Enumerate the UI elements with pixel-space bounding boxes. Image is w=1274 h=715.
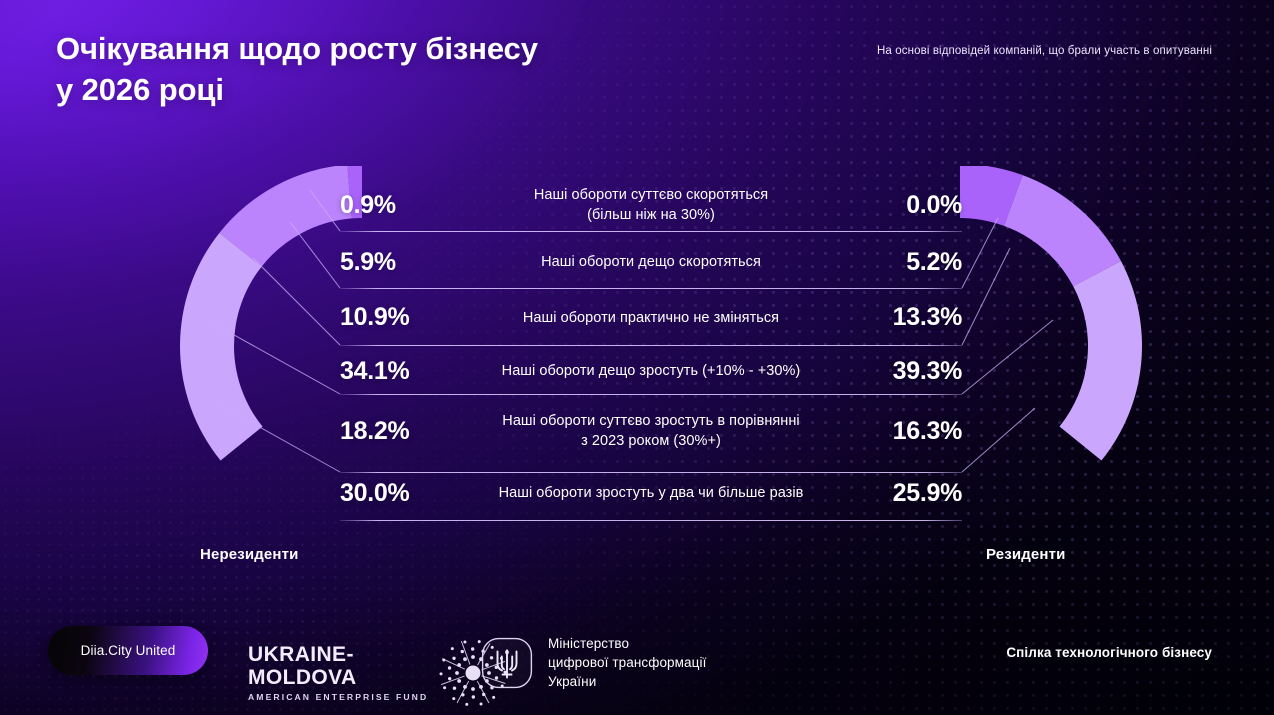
starburst-icon bbox=[439, 640, 507, 706]
ukraine-moldova-fund-text: UKRAINE- MOLDOVA AMERICAN ENTERPRISE FUN… bbox=[248, 644, 428, 702]
table-row: 5.9% Наші обороти дещо скоротяться 5.2% bbox=[340, 238, 962, 286]
value-nonresidents: 18.2% bbox=[340, 416, 410, 445]
ministry-text: Міністерство цифрової трансформації Укра… bbox=[548, 634, 706, 691]
row-divider bbox=[340, 231, 962, 232]
value-nonresidents: 34.1% bbox=[340, 356, 410, 385]
tech-business-union-label: Спілка технологічного бізнесу bbox=[1006, 645, 1212, 660]
row-label: Наші обороти дещо зростуть (+10% - +30%) bbox=[501, 363, 801, 379]
ministry-trident-icon bbox=[481, 637, 533, 688]
table-row: 18.2% Наші обороти суттєво зростуть в пор… bbox=[340, 400, 962, 462]
comparison-table: 0.9% Наші обороти суттєво скоротяться (біл… bbox=[340, 178, 962, 521]
ministry-line3: України bbox=[548, 674, 597, 690]
row-divider bbox=[340, 345, 962, 346]
donut-segment bbox=[1059, 261, 1142, 461]
page-title: Очікування щодо росту бізнесу у 2026 роц… bbox=[56, 28, 538, 110]
value-residents: 5.2% bbox=[906, 247, 962, 276]
donut-chart-residents bbox=[960, 166, 1142, 461]
donut-caption-residents: Резиденти bbox=[986, 546, 1066, 563]
donut-chart-nonresidents bbox=[179, 166, 362, 461]
page-title-line1: Очікування щодо росту бізнесу bbox=[56, 31, 538, 66]
diia-city-united-badge[interactable]: Diia.City United bbox=[48, 626, 208, 675]
table-row: 30.0% Наші обороти зростуть у два чи біль… bbox=[340, 470, 962, 516]
value-nonresidents: 10.9% bbox=[340, 303, 410, 331]
value-nonresidents: 0.9% bbox=[340, 190, 396, 219]
table-row: 10.9% Наші обороти практично не зміняться… bbox=[340, 295, 962, 340]
row-divider bbox=[340, 288, 962, 289]
row-label: Наші обороти практично не зміняться bbox=[522, 309, 780, 326]
value-residents: 39.3% bbox=[892, 356, 963, 385]
value-residents: 25.9% bbox=[892, 478, 963, 507]
diia-city-united-label: Diia.City United bbox=[80, 643, 176, 658]
row-label: Наші обороти суттєво зростуть в порівнян… bbox=[502, 413, 800, 449]
donut-segment bbox=[347, 166, 362, 219]
value-residents: 0.0% bbox=[906, 190, 962, 219]
value-residents: 13.3% bbox=[892, 303, 963, 331]
ukraine-moldova-fund-logo: UKRAINE- MOLDOVA AMERICAN ENTERPRISE FUN… bbox=[248, 634, 512, 712]
value-residents: 16.3% bbox=[892, 416, 963, 445]
umaef-line2: MOLDOVA bbox=[248, 666, 357, 690]
donut-segment bbox=[179, 232, 263, 461]
ministry-line1: Міністерство bbox=[548, 636, 630, 651]
donut-segment bbox=[960, 166, 1023, 226]
page-title-line2: у 2026 році bbox=[56, 72, 224, 108]
ministry-digital-transformation-logo: Міністерство цифрової трансформації Укра… bbox=[481, 634, 706, 691]
row-label: Наші обороти дещо скоротяться bbox=[541, 254, 761, 270]
row-divider bbox=[340, 394, 962, 395]
table-row: 0.9% Наші обороти суттєво скоротяться (біл… bbox=[340, 178, 962, 232]
donut-caption-nonresidents: Нерезиденти bbox=[200, 546, 299, 563]
table-row: 34.1% Наші обороти дещо зростуть (+10% - … bbox=[340, 348, 962, 394]
row-label: Наші обороти суттєво скоротяться (більш н… bbox=[533, 187, 769, 223]
umaef-line3: AMERICAN ENTERPRISE FUND bbox=[248, 692, 429, 703]
row-divider bbox=[340, 520, 962, 521]
value-nonresidents: 30.0% bbox=[340, 478, 410, 507]
ministry-line2: цифрової трансформації bbox=[548, 655, 707, 671]
umaef-line1: UKRAINE- bbox=[248, 643, 354, 667]
value-nonresidents: 5.9% bbox=[340, 247, 396, 276]
page-subtitle: На основі відповідей компаній, що брали … bbox=[876, 45, 1212, 57]
row-divider bbox=[340, 472, 962, 473]
donut-segment bbox=[1004, 175, 1121, 287]
row-label: Наші обороти зростуть у два чи більше ра… bbox=[498, 485, 804, 501]
